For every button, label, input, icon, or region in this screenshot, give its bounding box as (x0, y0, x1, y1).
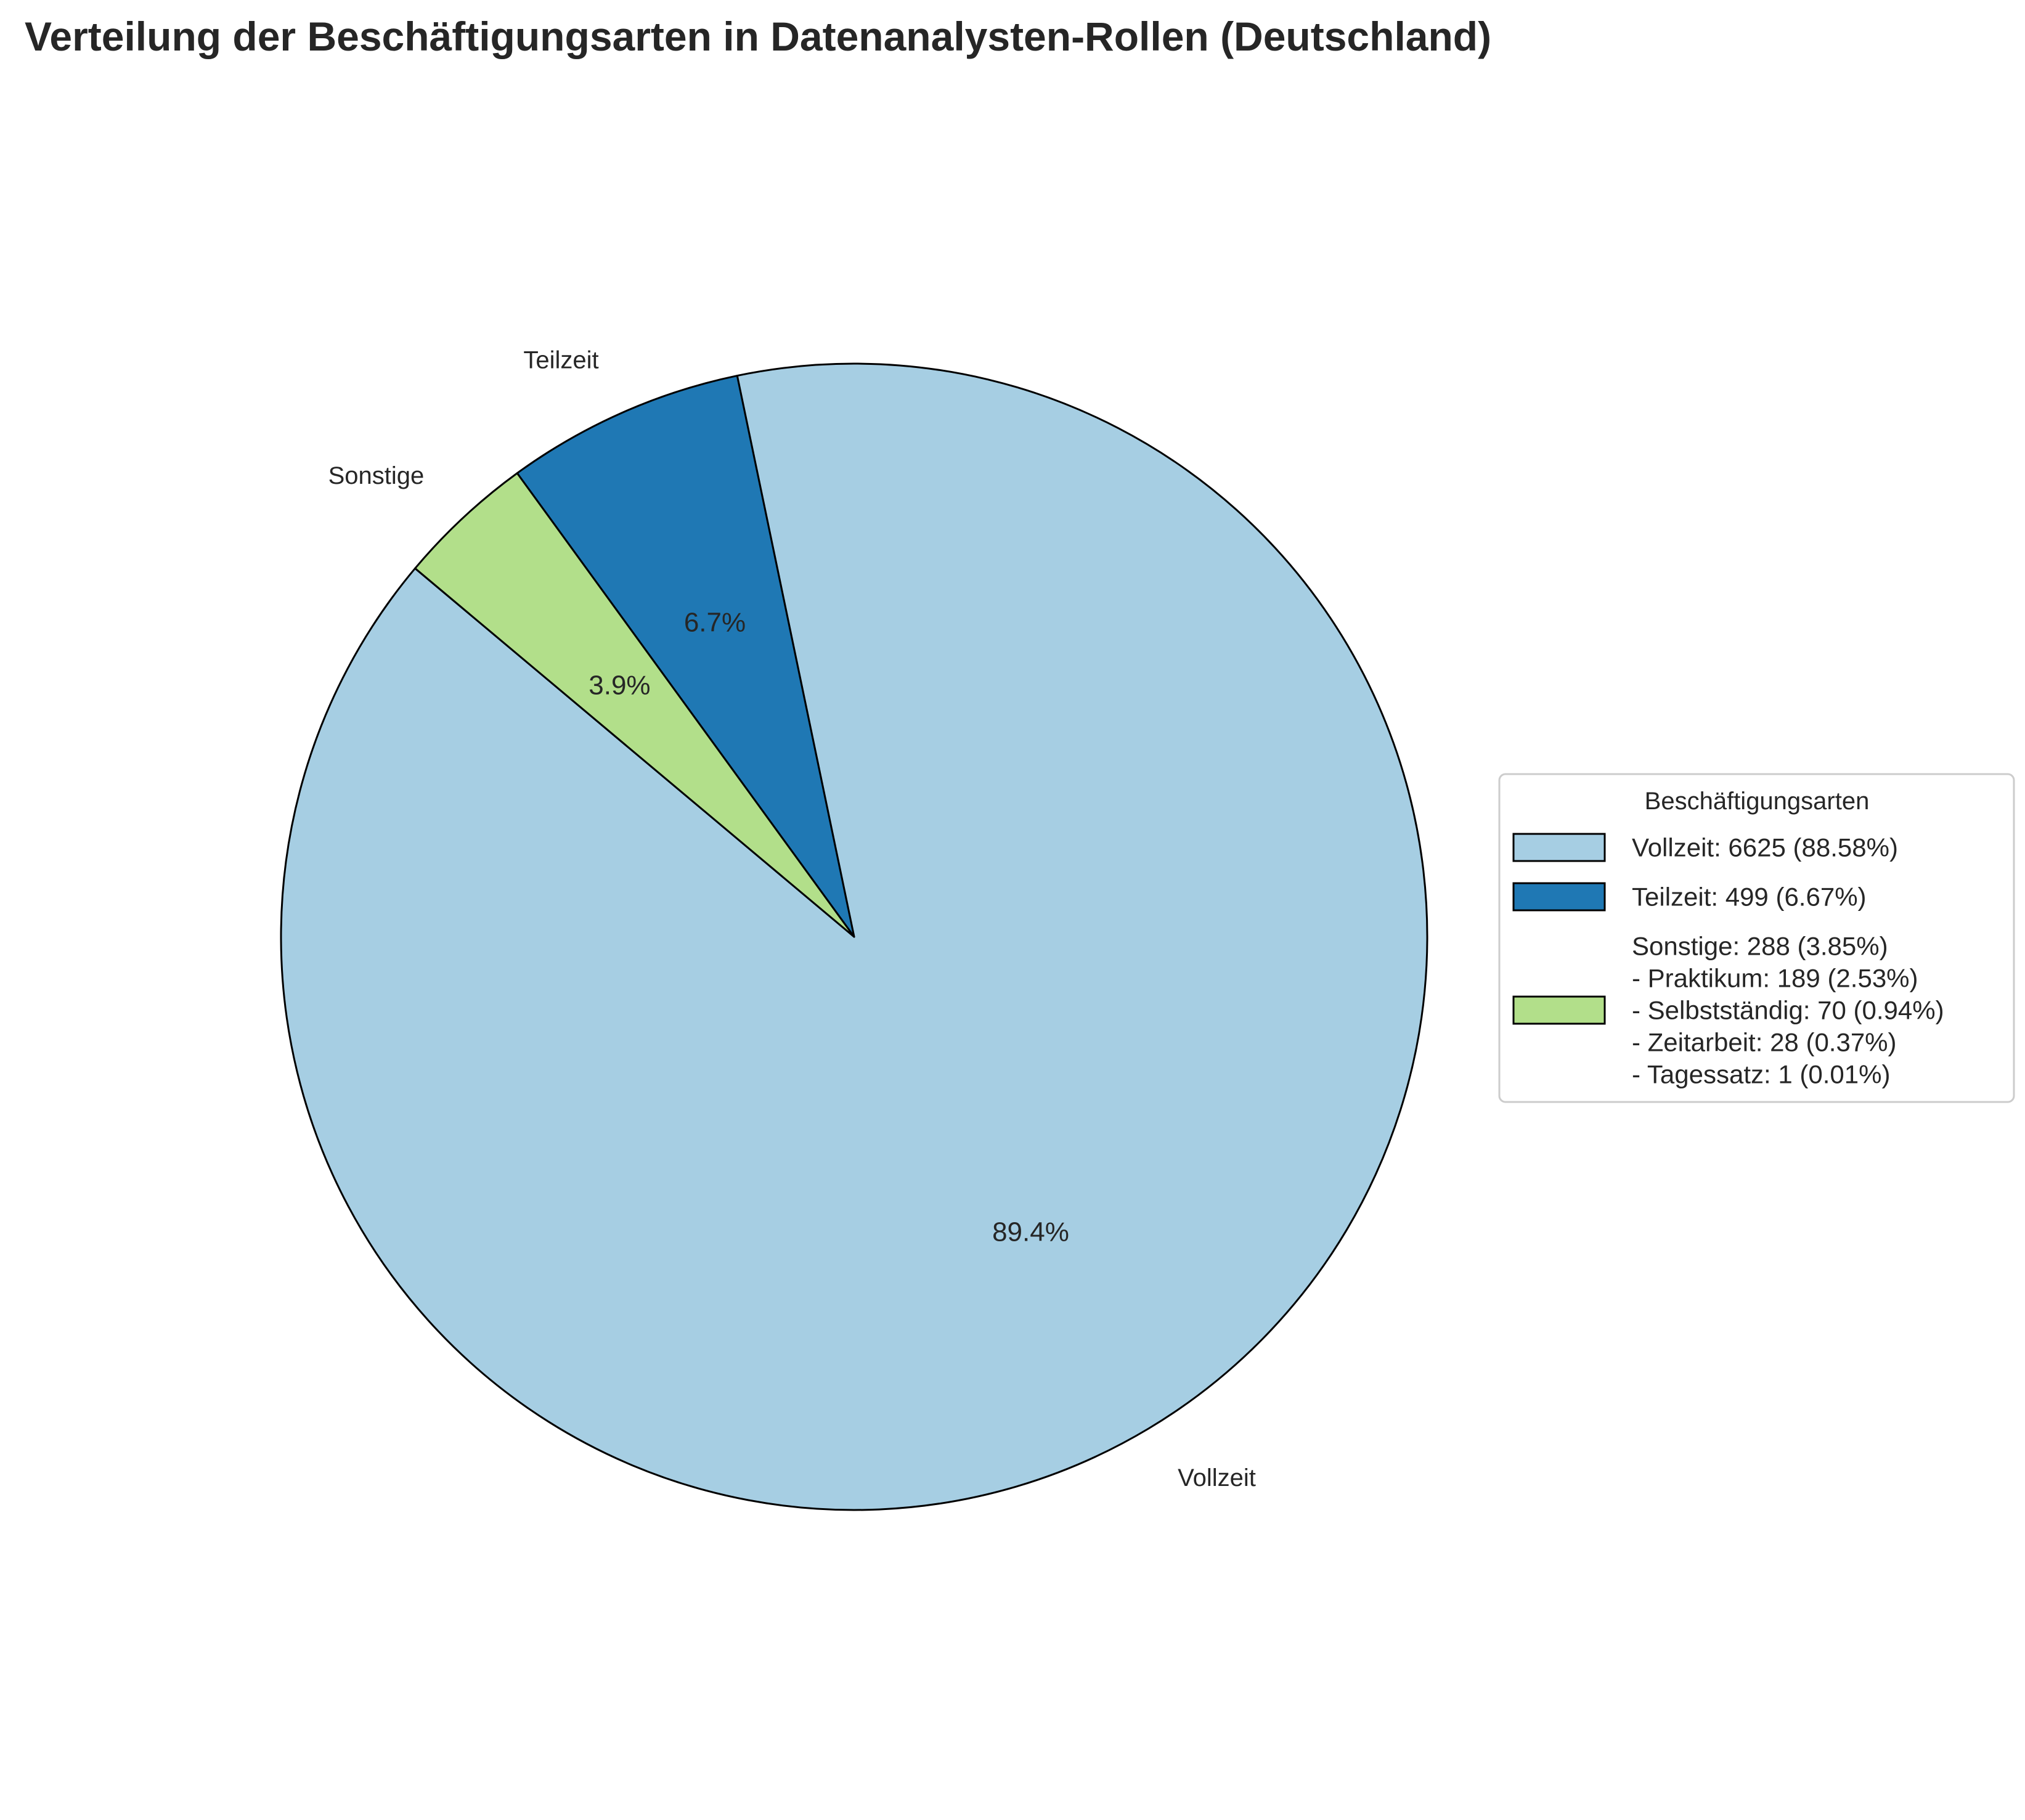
legend-frame (1498, 773, 2015, 1103)
chart-title: Verteilung der Beschäftigungsarten in Da… (25, 14, 1491, 59)
legend-entries: Vollzeit: 6625 (88.58%) Teilzeit: 499 (6.… (1512, 833, 1944, 1089)
legend-title: Beschäftigungsarten (1645, 788, 1870, 815)
legend-entry-text: - Zeitarbeit: 28 (0.37%) (1632, 1028, 1897, 1057)
legend-swatch-3 (1512, 995, 1606, 1025)
pie-percent-labels: 89.4% 6.7% 3.9% (589, 607, 1069, 1247)
slice-label-vollzeit: Vollzeit (1178, 1464, 1256, 1492)
slice-percent-vollzeit: 89.4% (992, 1217, 1069, 1247)
legend-entry-text: Sonstige: 288 (3.85%) (1632, 932, 1888, 961)
legend: Beschäftigungsarten Vollzeit: 6625 (88.5… (1498, 773, 2015, 1103)
pie-slice-sonstige (414, 472, 855, 938)
legend-entry-text: Vollzeit: 6625 (88.58%) (1632, 833, 1898, 862)
legend-swatch-1 (1512, 833, 1606, 862)
pie-slices (280, 362, 1428, 1511)
slice-percent-teilzeit: 6.7% (684, 607, 746, 637)
legend-entry-text: - Selbstständig: 70 (0.94%) (1632, 996, 1944, 1025)
pie-slice-teilzeit (516, 375, 855, 938)
slice-label-teilzeit: Teilzeit (523, 347, 598, 374)
pie-slice-labels: Vollzeit Teilzeit Sonstige (328, 347, 1256, 1492)
slice-label-sonstige: Sonstige (328, 462, 425, 489)
legend-entry-text: Teilzeit: 499 (6.67%) (1632, 883, 1867, 912)
slice-percent-sonstige: 3.9% (589, 670, 650, 700)
legend-swatch-2 (1512, 882, 1606, 912)
legend-entry-text: - Praktikum: 189 (2.53%) (1632, 964, 1918, 993)
legend-entry-text: - Tagessatz: 1 (0.01%) (1632, 1060, 1890, 1089)
